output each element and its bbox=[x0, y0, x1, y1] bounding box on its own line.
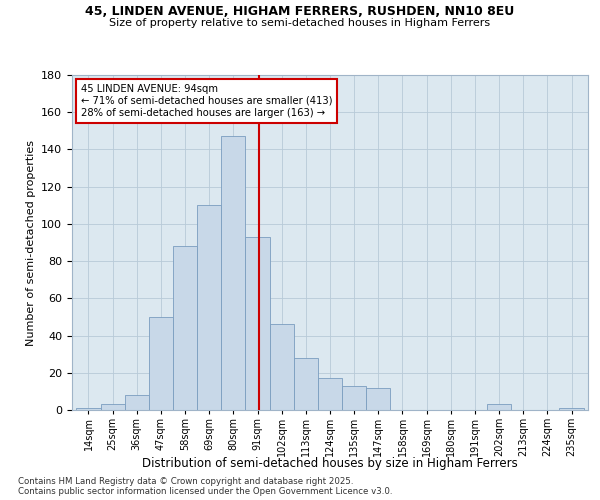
Bar bbox=[366, 388, 391, 410]
Bar bbox=[269, 324, 294, 410]
Bar bbox=[173, 246, 197, 410]
Text: Distribution of semi-detached houses by size in Higham Ferrers: Distribution of semi-detached houses by … bbox=[142, 458, 518, 470]
Bar bbox=[125, 395, 149, 410]
Text: Contains public sector information licensed under the Open Government Licence v3: Contains public sector information licen… bbox=[18, 488, 392, 496]
Bar bbox=[221, 136, 245, 410]
Bar bbox=[149, 317, 173, 410]
Bar bbox=[294, 358, 318, 410]
Y-axis label: Number of semi-detached properties: Number of semi-detached properties bbox=[26, 140, 35, 346]
Text: Contains HM Land Registry data © Crown copyright and database right 2025.: Contains HM Land Registry data © Crown c… bbox=[18, 478, 353, 486]
Bar bbox=[101, 404, 125, 410]
Text: 45, LINDEN AVENUE, HIGHAM FERRERS, RUSHDEN, NN10 8EU: 45, LINDEN AVENUE, HIGHAM FERRERS, RUSHD… bbox=[85, 5, 515, 18]
Bar bbox=[245, 237, 269, 410]
Bar bbox=[487, 404, 511, 410]
Bar bbox=[318, 378, 342, 410]
Bar bbox=[197, 206, 221, 410]
Text: 45 LINDEN AVENUE: 94sqm
← 71% of semi-detached houses are smaller (413)
28% of s: 45 LINDEN AVENUE: 94sqm ← 71% of semi-de… bbox=[81, 84, 332, 117]
Bar bbox=[559, 408, 584, 410]
Bar bbox=[342, 386, 366, 410]
Text: Size of property relative to semi-detached houses in Higham Ferrers: Size of property relative to semi-detach… bbox=[109, 18, 491, 28]
Bar bbox=[76, 408, 101, 410]
